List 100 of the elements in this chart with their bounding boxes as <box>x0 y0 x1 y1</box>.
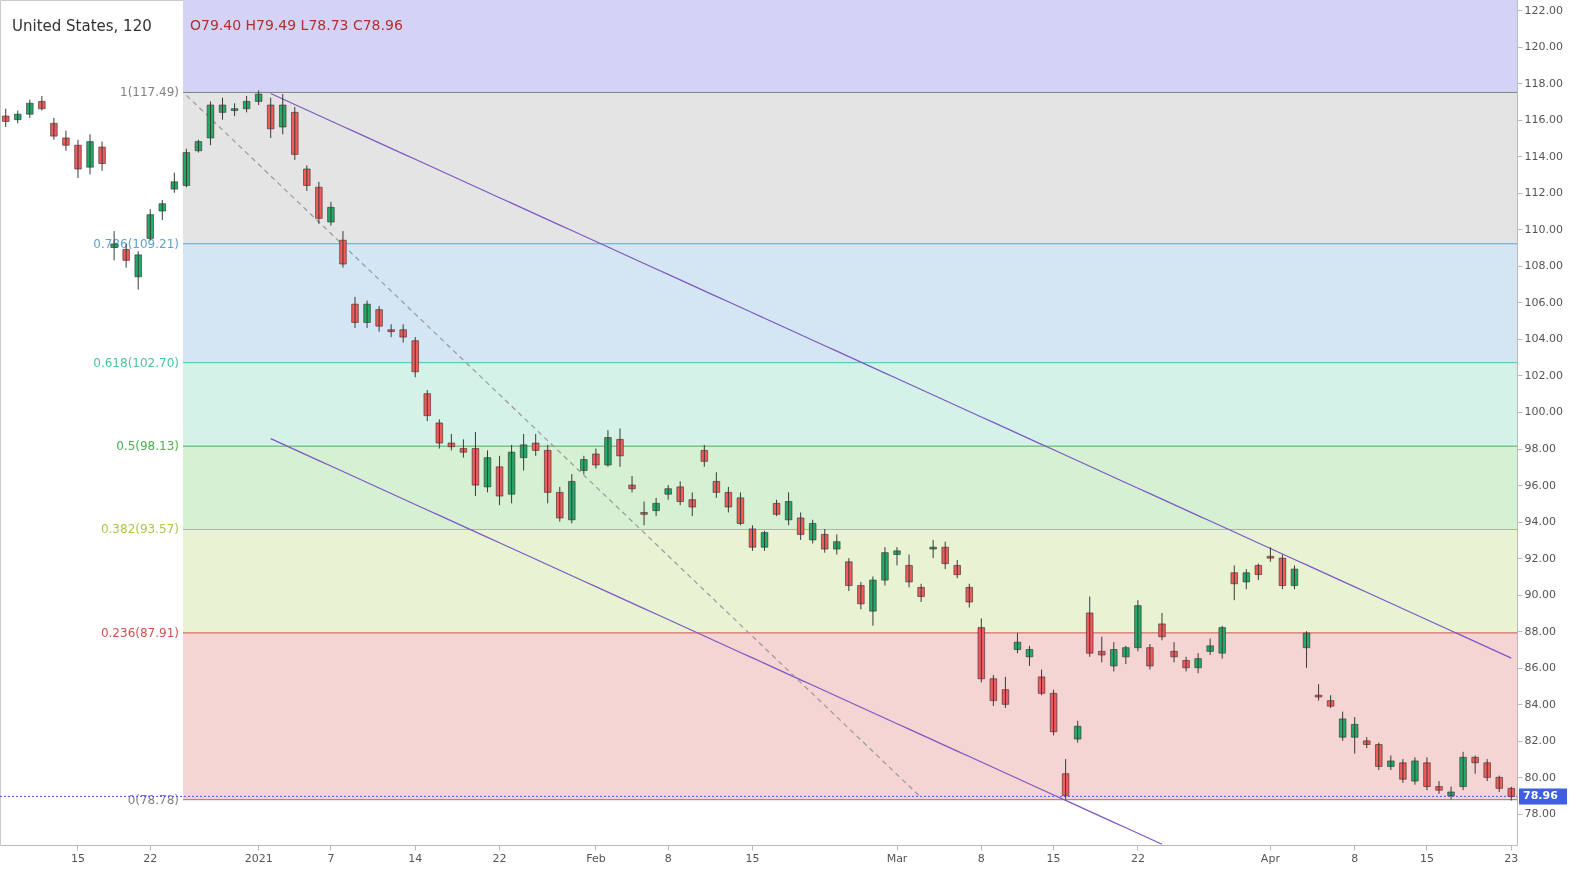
candlestick <box>158 199 166 221</box>
annotation: O79.40 H79.49 L78.73 C78.96 <box>190 17 403 33</box>
y-tick-label: 94.00 <box>1524 515 1556 529</box>
candlestick <box>303 164 311 192</box>
candlestick <box>1062 758 1070 800</box>
x-tick-label: 15 <box>1419 851 1434 865</box>
x-tick-label: Mar <box>886 851 908 865</box>
candlestick <box>1013 632 1022 654</box>
ref-line-label: 0.382(93.57) <box>100 522 179 537</box>
candlestick <box>267 97 275 139</box>
candlestick <box>845 557 853 592</box>
candlestick <box>544 444 552 504</box>
candlestick <box>279 93 287 135</box>
candlestick <box>1206 638 1214 656</box>
ref-line-label: 0.236(87.91) <box>100 625 179 640</box>
y-tick-label: 112.00 <box>1524 186 1563 200</box>
candlestick <box>977 617 985 683</box>
candlestick <box>62 130 70 152</box>
x-tick-label: 22 <box>1130 851 1145 865</box>
x-tick-label: 8 <box>977 851 985 865</box>
y-tick-label: 110.00 <box>1524 222 1563 236</box>
candlestick <box>821 528 829 554</box>
ref-line-label: 1(117.49) <box>120 85 179 100</box>
y-tick-label: 108.00 <box>1524 259 1563 273</box>
y-tick-label: 100.00 <box>1524 405 1563 419</box>
y-tick-label: 122.00 <box>1524 3 1563 17</box>
candlestick <box>447 433 455 451</box>
y-tick-label: 90.00 <box>1524 588 1556 602</box>
candlestick <box>182 148 190 188</box>
candlestick <box>1278 554 1287 590</box>
candlestick <box>809 519 817 545</box>
y-tick-label: 86.00 <box>1524 661 1556 675</box>
x-tick-label: Apr <box>1260 851 1281 865</box>
y-tick-label: 104.00 <box>1524 332 1563 346</box>
text: United States, 120 <box>12 17 152 35</box>
candlestick <box>14 110 22 124</box>
candlestick <box>1327 694 1335 709</box>
candlestick <box>134 250 142 291</box>
x-tick-label: 14 <box>408 851 423 865</box>
candlestick <box>230 102 239 117</box>
candlestick <box>291 106 299 161</box>
y-tick-label: 84.00 <box>1524 697 1556 711</box>
candlestick <box>1495 775 1503 793</box>
y-tick-label: 88.00 <box>1524 624 1556 638</box>
candlestick <box>797 511 805 541</box>
candlestick <box>1483 758 1491 782</box>
candlestick <box>1110 641 1118 672</box>
y-tick-label: 102.00 <box>1524 368 1563 382</box>
candlestick <box>676 480 684 506</box>
candlestick <box>1242 568 1250 590</box>
candlestick <box>1447 786 1455 800</box>
candlestick <box>1086 596 1094 658</box>
candlestick <box>507 444 516 504</box>
y-tick-label: 116.00 <box>1524 113 1563 127</box>
candlestick <box>532 433 540 457</box>
candlestick <box>495 455 504 506</box>
candlestick <box>520 433 528 471</box>
y-tick-label: 78.00 <box>1524 807 1556 821</box>
candlestick <box>712 471 720 499</box>
candlestick <box>1314 683 1323 702</box>
candlestick <box>628 475 636 493</box>
x-tick-label: 22 <box>492 851 507 865</box>
candlestick <box>435 418 443 450</box>
candlestick <box>989 674 997 707</box>
candlestick <box>243 95 251 113</box>
line-series <box>270 92 1512 659</box>
candlestick <box>26 99 34 119</box>
candlestick <box>941 541 949 570</box>
candlestick <box>423 389 431 422</box>
candlestick <box>700 444 708 468</box>
candlestick <box>592 448 600 470</box>
candlestick <box>255 89 263 106</box>
candlestick <box>1037 669 1046 696</box>
y-tick-label: 96.00 <box>1524 478 1556 492</box>
candlestick <box>568 473 576 524</box>
y-tick-label: 98.00 <box>1524 442 1556 456</box>
x-tick-label: 23 <box>1504 851 1519 865</box>
candlestick <box>399 323 407 344</box>
y-tick-label: 80.00 <box>1524 770 1556 784</box>
candlestick <box>170 172 178 194</box>
candlestick <box>1098 636 1106 663</box>
y-tick-label: 120.00 <box>1524 40 1563 54</box>
candlestick <box>1254 563 1262 581</box>
candlestick <box>1266 546 1274 563</box>
candlestick <box>1375 742 1383 771</box>
candlestick <box>218 97 227 121</box>
x-tick-label: 7 <box>327 851 335 865</box>
line-series <box>270 438 1163 845</box>
candlestick <box>929 539 937 559</box>
candlestick <box>953 559 961 579</box>
y-tick-label: 106.00 <box>1524 295 1563 309</box>
candlestick <box>965 583 973 608</box>
candlestick <box>2 108 10 128</box>
candlestick <box>459 438 468 459</box>
y-tick-label: 92.00 <box>1524 551 1556 565</box>
candlestick <box>688 491 696 517</box>
candlestick <box>411 336 419 378</box>
x-tick-label: 15 <box>1046 851 1061 865</box>
candlestick <box>194 139 203 154</box>
ref-line-label: 78.96 <box>1523 789 1559 803</box>
